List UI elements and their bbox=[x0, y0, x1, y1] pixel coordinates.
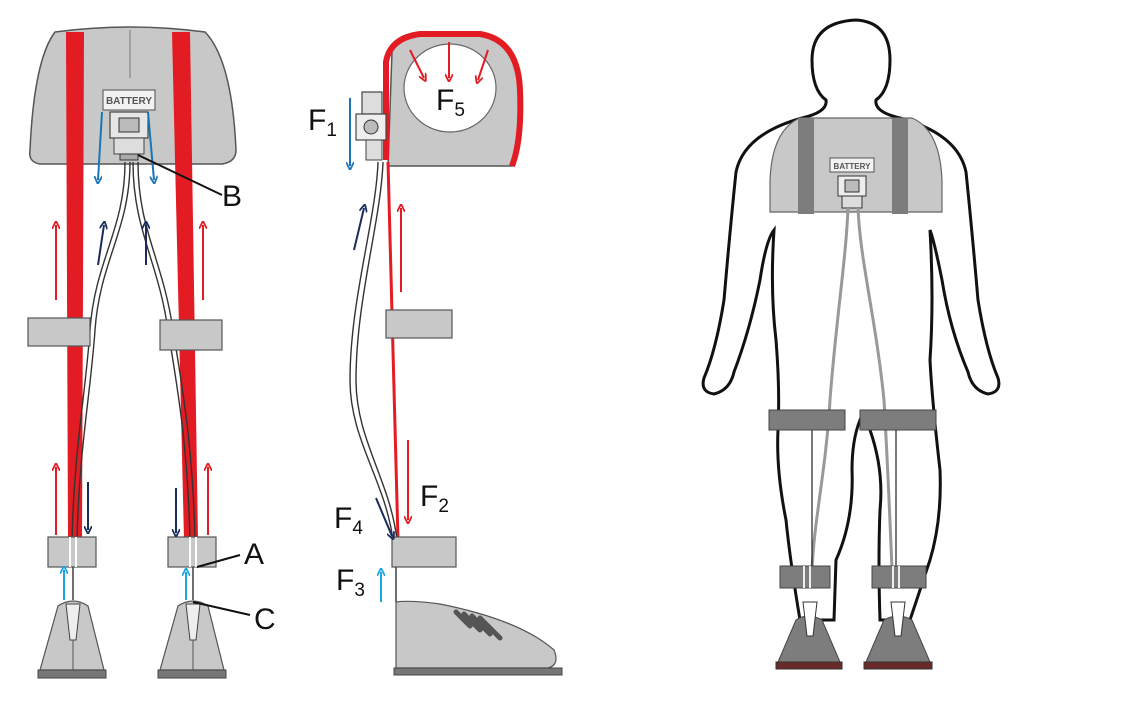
front-red-strap-left bbox=[66, 32, 84, 540]
back-shoe-right bbox=[863, 601, 933, 670]
side-red-strap bbox=[383, 31, 524, 168]
label-b: B bbox=[222, 180, 242, 213]
side-shoe bbox=[393, 600, 563, 676]
front-calf-wrap-left bbox=[47, 536, 97, 568]
side-red-strap-leg bbox=[386, 161, 400, 541]
back-strap-left bbox=[798, 118, 814, 214]
arrow-blue-down-right bbox=[147, 111, 154, 180]
back-view-body: BATTERY bbox=[701, 18, 1001, 670]
label-f3: F3 bbox=[336, 564, 365, 601]
front-shoe-left bbox=[37, 600, 107, 679]
side-cable bbox=[349, 161, 394, 541]
front-view: BATTERY bbox=[27, 26, 276, 679]
label-f5: F5 bbox=[436, 84, 465, 121]
back-shoe-left bbox=[775, 601, 843, 670]
arrow-navy-f4 bbox=[375, 497, 392, 536]
back-battery-box bbox=[829, 157, 875, 173]
front-calf-wrap-right bbox=[167, 536, 217, 568]
arrow-navy-up-side bbox=[353, 208, 364, 251]
side-view: F1 F5 F2 F4 F3 bbox=[308, 31, 563, 676]
front-red-strap-right bbox=[172, 32, 198, 540]
side-calf-wrap bbox=[391, 536, 457, 568]
front-force-arrows bbox=[56, 111, 208, 600]
back-cable-right bbox=[856, 207, 894, 571]
back-cable-left bbox=[810, 207, 850, 571]
back-thigh-band-left bbox=[768, 409, 846, 431]
leader-b bbox=[137, 154, 223, 196]
front-shoe-right bbox=[157, 600, 227, 679]
front-actuator bbox=[109, 111, 149, 161]
body-outline bbox=[701, 18, 1001, 622]
side-actuator bbox=[355, 91, 387, 161]
label-c: C bbox=[254, 603, 276, 636]
label-a: A bbox=[244, 538, 264, 571]
label-f2: F2 bbox=[420, 480, 449, 517]
back-battery-label: BATTERY bbox=[834, 162, 872, 171]
leader-c bbox=[192, 601, 251, 616]
arrow-red-f5-right bbox=[478, 49, 489, 80]
label-f4: F4 bbox=[334, 502, 363, 539]
side-force-arrows bbox=[350, 42, 489, 602]
front-battery-label: BATTERY bbox=[106, 96, 152, 107]
label-f1: F1 bbox=[308, 104, 337, 141]
back-strap-right bbox=[892, 118, 908, 214]
leader-a bbox=[196, 554, 241, 568]
back-thigh-band-right bbox=[859, 409, 937, 431]
front-battery-box bbox=[102, 89, 156, 111]
front-thigh-pad-left bbox=[27, 317, 91, 347]
side-thigh-pad bbox=[385, 309, 453, 339]
arrow-red-f5-left bbox=[409, 49, 424, 78]
front-thigh-pad-right bbox=[159, 319, 223, 351]
arrow-navy-up-left bbox=[97, 225, 104, 266]
arrow-blue-down-left bbox=[98, 111, 103, 180]
